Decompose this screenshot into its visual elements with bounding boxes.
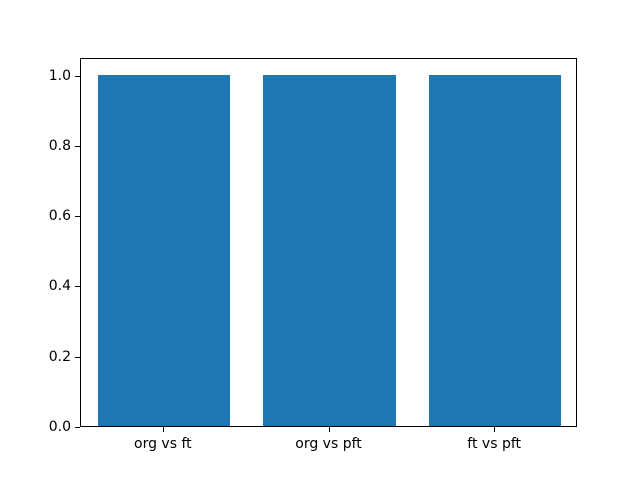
y-axis-tick-label: 0.8 [48,137,71,154]
y-axis-tick-label: 0.2 [48,348,71,365]
y-axis-tick-mark [75,427,80,428]
y-axis-tick-mark [75,216,80,218]
x-axis-tick-label: org vs ft [134,436,192,452]
y-axis-tick-label: 0.0 [48,419,71,435]
x-axis-tick-label: org vs pft [295,436,362,452]
y-axis-tick-label: 0.4 [48,278,71,295]
x-axis-tick-mark [328,427,330,432]
y-axis-tick-mark [75,356,80,358]
bar-org-vs-pft [263,74,396,426]
y-axis-tick-mark [75,145,80,147]
bar-ft-vs-pft [428,74,562,426]
x-axis-tick-mark [494,427,496,432]
y-axis-tick-label: 1.0 [48,67,71,84]
x-axis-tick-mark [162,427,164,432]
plot-area [80,58,577,427]
y-axis-tick-mark [75,286,80,288]
x-axis-tick-label: ft vs pft [467,436,522,452]
bar-org-vs-ft [97,74,231,426]
y-axis-tick-label: 0.6 [48,208,71,225]
y-axis-tick-mark [75,75,80,77]
